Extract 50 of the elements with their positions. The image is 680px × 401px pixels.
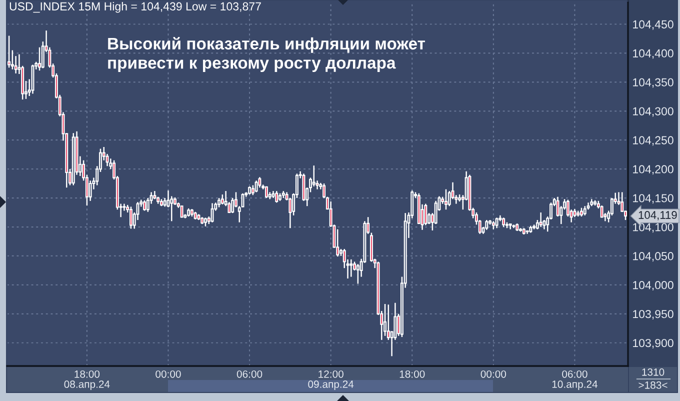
candlestick [350,258,353,278]
y-tick-label: 104,200 [633,165,674,175]
candlestick [258,176,262,188]
candlestick [254,180,258,193]
y-tick-label: 104,050 [633,252,674,262]
candlestick [129,206,132,230]
candlestick [312,164,316,188]
candlestick [180,204,184,218]
candlestick [38,46,42,72]
y-tick-label: 104,300 [633,107,674,117]
x-tick-label: 18:00 [400,370,425,378]
candlestick [210,202,214,223]
candlestick [88,180,92,202]
x-tick-label: 12:00 09.апр.24 [308,370,354,390]
candlestick [143,200,146,212]
annotation: 104,119 [638,211,677,220]
candlestick [502,217,506,228]
text: Высокий показатель инфляции может привести к резкому росту доллара [108,37,426,72]
candlestick [356,263,360,284]
x-tick-label: 06:00 [236,370,262,378]
candlestick [539,212,542,228]
candlestick [275,190,278,204]
candlestick [251,184,254,196]
candlestick [444,188,448,210]
candlestick [384,303,387,336]
y-tick-label: 103,900 [633,338,674,348]
candlestick [583,205,586,216]
candlestick [336,228,340,258]
y-tick-label: 104,100 [633,223,674,233]
candlestick [218,197,221,208]
candlestick [424,203,428,226]
y-tick-label: 104,250 [633,136,674,146]
x-tick-label: 06:00 10.апр.24 [552,370,598,390]
x-tick-label: 18:00 08.апр.24 [64,370,110,390]
x-tick-label: 00:00 [156,370,181,378]
text: >183< [638,381,668,389]
y-tick-label: 104,450 [633,20,674,30]
x-tick-label: 00:00 [480,370,506,378]
text: 1310 [642,368,664,376]
y-tick-label: 103,950 [633,310,674,320]
candlestick [485,219,488,230]
chart-subtitle: USD_INDEX 15M High = 104,439 Low = 103,877 [10,2,261,13]
candlestick [495,217,498,229]
y-tick-label: 104,350 [633,78,674,88]
y-tick-label: 104,150 [633,194,674,204]
y-tick-label: 104,000 [633,281,674,291]
y-tick-label: 104,400 [633,49,674,59]
candlestick [220,194,224,205]
candlestick [600,204,604,218]
candlestick [8,35,11,68]
